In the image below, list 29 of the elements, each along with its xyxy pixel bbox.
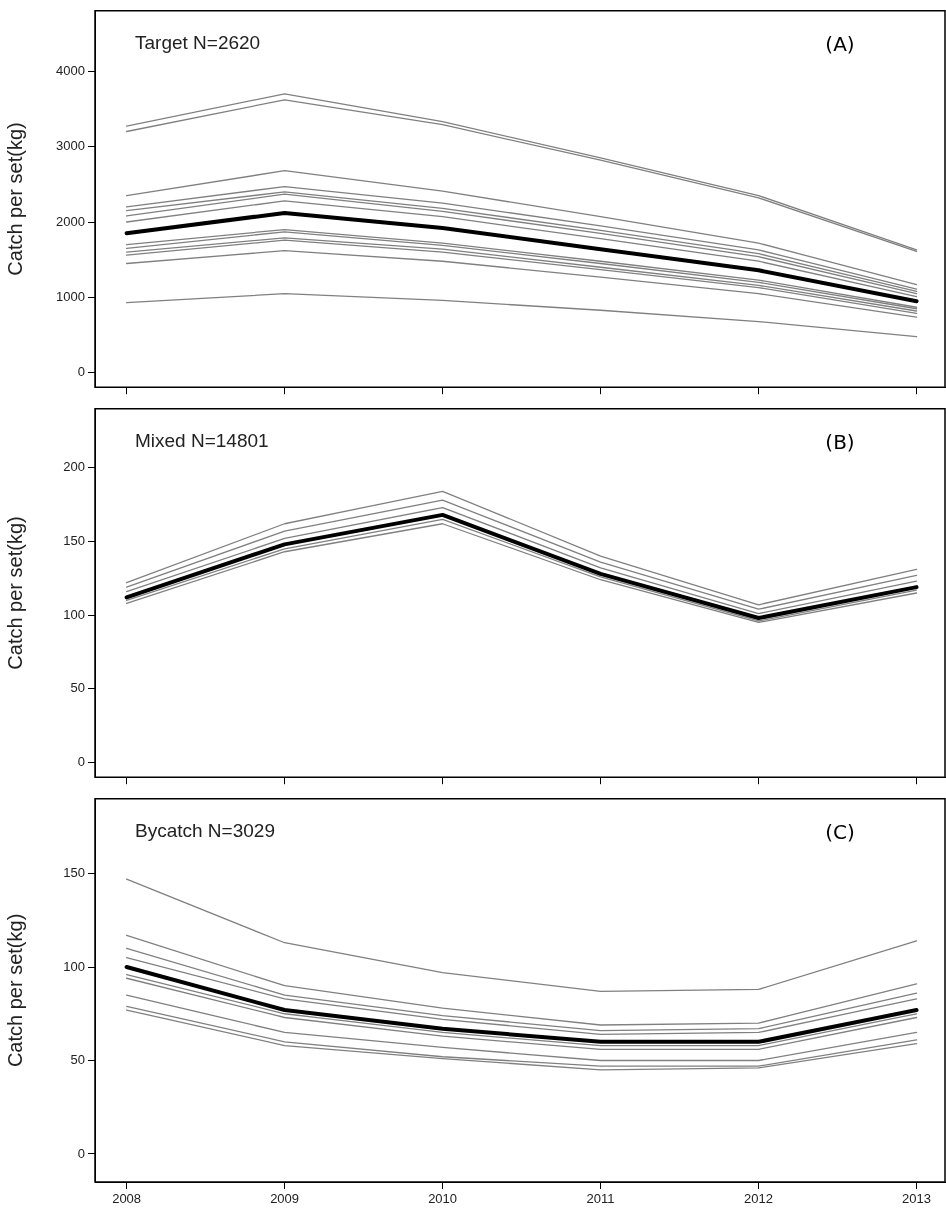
x-tick-label: 2013 xyxy=(902,1191,932,1207)
x-tick-label: 2009 xyxy=(270,1191,300,1207)
y-tick-label: 4000 xyxy=(56,62,85,78)
y-tick-label: 100 xyxy=(63,606,85,622)
annotation: (B) xyxy=(825,430,855,454)
text: Target N=2620 xyxy=(135,32,261,54)
y-tick-label: 0 xyxy=(77,1145,85,1161)
y-axis-title: Catch per set(kg) xyxy=(3,516,26,670)
y-tick-label: 0 xyxy=(77,364,85,380)
y-tick-label: 3000 xyxy=(56,138,85,154)
y-tick-label: 50 xyxy=(70,680,85,696)
y-tick-label: 100 xyxy=(63,958,85,974)
annotation: (A) xyxy=(825,32,855,56)
y-tick-label: 0 xyxy=(77,754,85,770)
x-tick-label: 2011 xyxy=(586,1191,615,1207)
y-tick-label: 150 xyxy=(63,533,85,548)
y-tick-label: 1000 xyxy=(56,289,85,305)
x-tick-label: 2008 xyxy=(112,1191,142,1207)
y-tick-label: 150 xyxy=(63,865,85,881)
text: Mixed N=14801 xyxy=(135,430,269,452)
y-axis-title: Catch per set(kg) xyxy=(3,122,26,276)
text: Bycatch N=3029 xyxy=(135,820,275,842)
x-tick-label: 2010 xyxy=(428,1191,458,1207)
annotation: (C) xyxy=(825,820,855,844)
y-axis-title: Catch per set(kg) xyxy=(3,913,26,1068)
y-tick-label: 50 xyxy=(70,1052,85,1068)
y-tick-label: 200 xyxy=(63,459,85,475)
y-tick-label: 2000 xyxy=(56,213,85,229)
x-tick-label: 2012 xyxy=(744,1191,774,1207)
